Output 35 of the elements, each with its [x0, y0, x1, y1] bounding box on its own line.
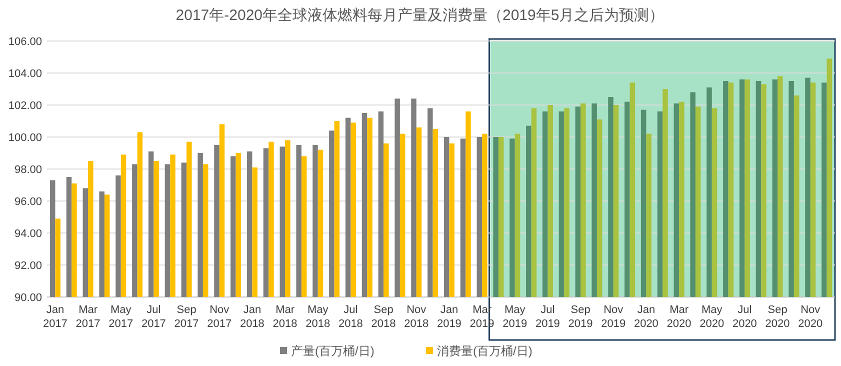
x-tick-label: May 2017 — [108, 304, 134, 330]
x-tick-label: Mar 2018 — [272, 304, 298, 330]
y-tick-label: 102.00 — [8, 100, 42, 112]
y-tick-label: 98.00 — [14, 164, 42, 176]
x-tick-label: Jan 2019 — [436, 304, 462, 330]
legend-label: 消费量(百万桶/日) — [437, 344, 532, 358]
x-tick-label: May 2020 — [700, 304, 724, 330]
x-tick-label: May 2018 — [306, 304, 330, 330]
y-tick-label: 96.00 — [14, 196, 42, 208]
x-tick-label: May 2019 — [502, 304, 528, 330]
x-tick-label: Jul 2019 — [535, 304, 560, 330]
chart-title: 2017年-2020年全球液体燃料每月产量及消费量（2019年5月之后为预测） — [176, 7, 664, 24]
x-tick-label: Jan 2017 — [42, 304, 68, 330]
x-tick-label: Jan 2020 — [634, 304, 658, 330]
y-tick-label: 94.00 — [14, 228, 42, 240]
x-tick-label: Sep 2020 — [765, 304, 790, 330]
x-tick-label: Nov 2017 — [207, 304, 232, 330]
y-tick-label: 104.00 — [8, 68, 42, 80]
x-tick-label: Nov 2020 — [798, 304, 823, 330]
x-tick-label: Jan 2018 — [240, 304, 264, 330]
x-tick-label: Mar 2020 — [666, 304, 692, 330]
x-tick-label: Mar 2017 — [76, 304, 100, 330]
y-tick-label: 106.00 — [8, 36, 42, 48]
x-tick-label: Jul 2018 — [338, 304, 363, 330]
y-tick-label: 100.00 — [8, 132, 42, 144]
x-tick-label: Nov 2018 — [404, 304, 429, 330]
x-tick-label: Sep 2017 — [174, 304, 199, 330]
y-tick-label: 90.00 — [14, 292, 42, 304]
x-tick-label: Sep 2019 — [568, 304, 593, 330]
legend-label: 产量(百万桶/日) — [291, 344, 374, 358]
x-tick-label: Jul 2020 — [732, 304, 757, 330]
x-tick-label: Jul 2017 — [141, 304, 166, 330]
x-tick-label: Sep 2018 — [371, 304, 396, 330]
x-tick-label: Nov 2019 — [601, 304, 626, 330]
y-tick-label: 92.00 — [14, 260, 42, 272]
